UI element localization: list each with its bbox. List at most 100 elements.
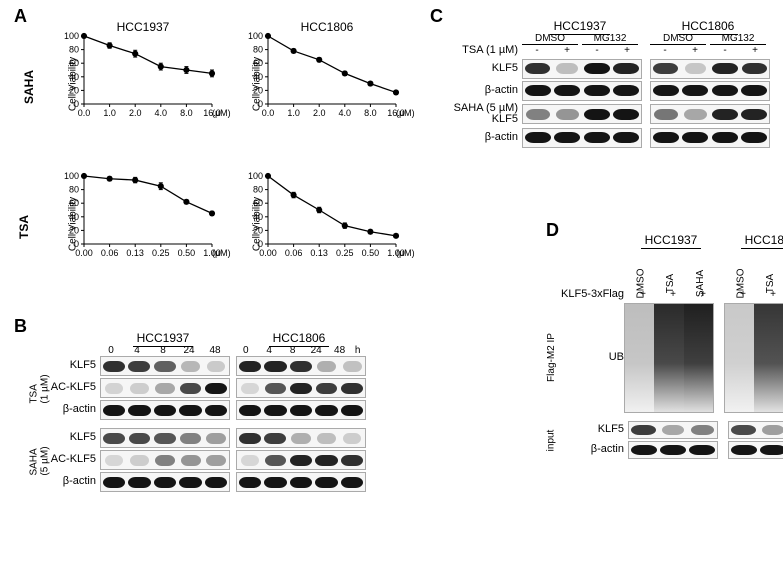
svg-text:100: 100 xyxy=(64,171,79,181)
blot xyxy=(522,128,642,148)
svg-text:80: 80 xyxy=(253,45,263,55)
panel-c-label: C xyxy=(430,6,443,27)
svg-text:0.06: 0.06 xyxy=(101,248,119,258)
time-label: 24 xyxy=(176,345,202,356)
blot xyxy=(236,450,366,470)
svg-text:0.13: 0.13 xyxy=(310,248,328,258)
cell-header: HCC1937 xyxy=(641,233,702,249)
tsa-label: TSA (1 µM) xyxy=(450,45,518,57)
treat-label: DMSO xyxy=(522,33,578,45)
blot-row-label: KLF5 xyxy=(50,432,96,444)
treat-label: TSA xyxy=(665,274,676,293)
svg-text:0.25: 0.25 xyxy=(336,248,354,258)
saha-label: SAHA (5 µM)KLF5 xyxy=(450,103,518,126)
treat-label: TSA xyxy=(765,274,776,293)
construct-label: KLF5-3xFlag xyxy=(540,289,624,301)
blot-row-label: β-actin xyxy=(50,404,96,416)
blot-row-label: KLF5 xyxy=(562,424,624,436)
blot-row-label: β-actin xyxy=(450,85,518,97)
ip-label: Flag-M2 IP xyxy=(546,333,557,382)
blot xyxy=(236,400,366,420)
drug-label: SAHA(5 µM) xyxy=(29,447,51,476)
blot xyxy=(236,356,366,376)
svg-text:80: 80 xyxy=(69,45,79,55)
y-axis-label: Cell Viability xyxy=(252,57,263,111)
chart-saha-hcc1937: HCC1937Cell Viability0204060801000.01.02… xyxy=(58,24,228,144)
treat-label: SAHA xyxy=(695,270,706,297)
blot xyxy=(100,356,230,376)
blot xyxy=(100,378,230,398)
svg-text:80: 80 xyxy=(69,185,79,195)
blot xyxy=(724,303,783,413)
treat-label: MG132 xyxy=(582,33,638,45)
blot xyxy=(628,421,718,439)
blot xyxy=(628,441,718,459)
blot xyxy=(728,421,783,439)
svg-text:1.0: 1.0 xyxy=(103,108,116,118)
panel-d: HCC1937HCC1806DMSOTSASAHADMSOTSASAHAKLF5… xyxy=(540,234,783,461)
ub-label: UB xyxy=(580,352,624,364)
blot xyxy=(650,81,770,101)
blot xyxy=(624,303,714,413)
blot-row-label: β-actin xyxy=(450,132,518,144)
treat-label: DMSO xyxy=(636,269,647,299)
blot xyxy=(650,59,770,79)
chart-saha-hcc1806: HCC1806Cell Viability0204060801000.01.02… xyxy=(242,24,412,144)
blot xyxy=(650,128,770,148)
svg-text:1.0: 1.0 xyxy=(287,108,300,118)
blot-row-label: β-actin xyxy=(50,476,96,488)
time-label: 8 xyxy=(150,345,176,356)
svg-text:0.50: 0.50 xyxy=(178,248,196,258)
y-axis-label: Cell Viability xyxy=(68,197,79,251)
svg-text:2.0: 2.0 xyxy=(129,108,142,118)
plusminus: - xyxy=(710,45,740,56)
svg-text:0.0: 0.0 xyxy=(262,108,275,118)
svg-text:8.0: 8.0 xyxy=(180,108,193,118)
plusminus: - xyxy=(582,45,612,56)
chart-title: HCC1806 xyxy=(242,20,412,34)
svg-text:(µM): (µM) xyxy=(212,248,231,258)
svg-text:8.0: 8.0 xyxy=(364,108,377,118)
svg-text:100: 100 xyxy=(248,171,263,181)
svg-text:(µM): (µM) xyxy=(396,108,415,118)
time-label: 0 xyxy=(98,345,124,356)
svg-text:0.06: 0.06 xyxy=(285,248,303,258)
plusminus: + xyxy=(680,45,710,56)
blot xyxy=(728,441,783,459)
cell-header: HCC1806 xyxy=(741,233,783,249)
blot xyxy=(100,428,230,448)
blot-row-label: AC-KLF5 xyxy=(50,382,96,394)
svg-text:0.13: 0.13 xyxy=(126,248,144,258)
panel-a-label: A xyxy=(14,6,27,27)
panel-b: HCC1937HCC180604824480482448hTSA(1 µM)KL… xyxy=(30,332,366,500)
svg-text:(µM): (µM) xyxy=(396,248,415,258)
treat-label: DMSO xyxy=(650,33,706,45)
time-unit: h xyxy=(351,345,364,356)
time-label: 24 xyxy=(304,345,327,356)
y-axis-label: Cell Viability xyxy=(252,197,263,251)
blot xyxy=(236,378,366,398)
y-axis-label: Cell Viability xyxy=(68,57,79,111)
blot xyxy=(100,400,230,420)
drug-label: TSA(1 µM) xyxy=(29,375,51,404)
chart-tsa-hcc1806: Cell Viability0204060801000.000.060.130.… xyxy=(242,164,412,284)
blot-row-label: KLF5 xyxy=(450,63,518,75)
panel-c: HCC1937HCC1806DMSOMG132DMSOMG132TSA (1 µ… xyxy=(450,20,770,150)
plusminus: - xyxy=(650,45,680,56)
blot xyxy=(522,81,642,101)
time-label: 4 xyxy=(124,345,150,356)
row-label-tsa: TSA xyxy=(17,215,31,239)
blot xyxy=(650,104,770,124)
row-label-saha: SAHA xyxy=(22,70,36,104)
svg-text:0.50: 0.50 xyxy=(362,248,380,258)
blot xyxy=(100,472,230,492)
blot-row-label: KLF5 xyxy=(50,360,96,372)
treat-label: DMSO xyxy=(736,269,747,299)
blot xyxy=(236,428,366,448)
time-label: 48 xyxy=(328,345,351,356)
svg-text:4.0: 4.0 xyxy=(155,108,168,118)
plusminus: + xyxy=(740,45,770,56)
panel-b-label: B xyxy=(14,316,27,337)
svg-text:(µM): (µM) xyxy=(212,108,231,118)
blot-row-label: AC-KLF5 xyxy=(50,454,96,466)
